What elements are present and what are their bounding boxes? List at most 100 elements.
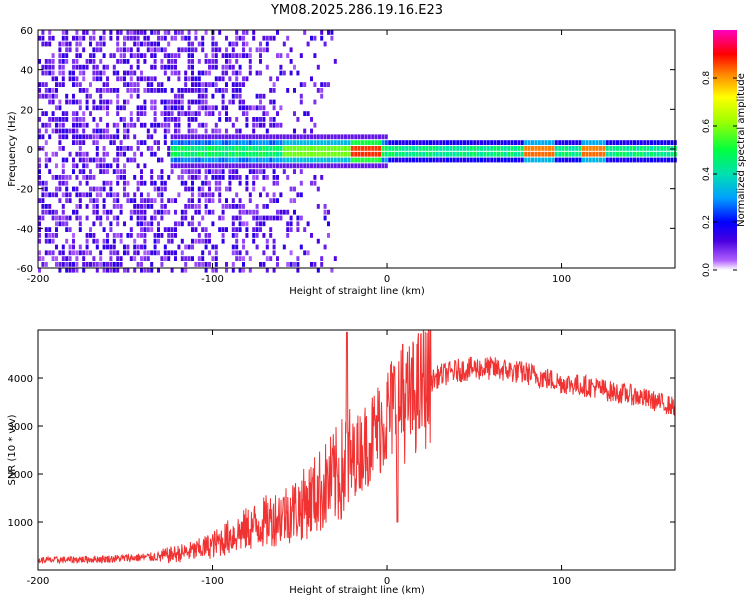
spectrogram-cell bbox=[92, 59, 96, 64]
spectrogram-cell bbox=[48, 117, 52, 122]
spectrogram-cell bbox=[85, 64, 89, 70]
spectrogram-cell bbox=[354, 157, 358, 163]
spectrogram-cell bbox=[68, 250, 72, 256]
spectrogram-cell bbox=[486, 140, 490, 145]
spectrogram-cell bbox=[61, 53, 65, 58]
spectrogram-cell bbox=[180, 140, 184, 145]
spectrogram-cell bbox=[82, 169, 86, 174]
spectrogram-cell bbox=[82, 262, 86, 267]
spectrogram-cell bbox=[126, 198, 130, 203]
spectrogram-cell bbox=[497, 140, 500, 145]
spectrogram-cell bbox=[228, 41, 232, 47]
spectrogram-cell bbox=[82, 128, 86, 134]
spectrogram-cell bbox=[85, 262, 89, 267]
spectrogram-cell bbox=[265, 256, 269, 261]
spectrogram-cell bbox=[140, 175, 143, 180]
spectrogram-cell bbox=[44, 82, 48, 87]
spectrogram-cell bbox=[531, 146, 534, 151]
spectrogram-cell bbox=[112, 134, 116, 140]
spectrogram-cell bbox=[72, 244, 75, 250]
spectrogram-cell bbox=[537, 157, 541, 163]
spectrogram-cell bbox=[160, 215, 164, 221]
spectrogram-cell bbox=[68, 198, 72, 203]
spectrogram-cell bbox=[354, 151, 358, 157]
spectrogram-cell bbox=[116, 215, 120, 221]
spectrogram-cell bbox=[187, 169, 191, 174]
spectrogram-cell bbox=[514, 151, 517, 157]
spectrogram-cell bbox=[228, 180, 232, 186]
spectrogram-cell bbox=[177, 134, 181, 140]
spectrogram-cell bbox=[633, 151, 636, 157]
spectrogram-cell bbox=[320, 256, 324, 261]
spectrogram-cell bbox=[163, 117, 167, 122]
spectrogram-cell bbox=[150, 198, 154, 203]
spectrogram-cell bbox=[330, 134, 334, 140]
spectrogram-cell bbox=[299, 215, 303, 221]
spectrogram-cell bbox=[38, 163, 41, 169]
spectrogram-cell bbox=[208, 134, 211, 140]
spectrogram-cell bbox=[143, 41, 147, 47]
spectrogram-cell bbox=[235, 169, 239, 174]
spectrogram-cell bbox=[456, 146, 460, 151]
spectrogram-cell bbox=[242, 146, 245, 151]
spectrogram-cell bbox=[194, 82, 198, 87]
spectrogram-cell bbox=[289, 140, 293, 145]
spectrogram-cell bbox=[133, 41, 137, 47]
spectrogram-cell bbox=[61, 250, 65, 256]
spectrogram-cell bbox=[102, 227, 106, 232]
spectrogram-cell bbox=[231, 140, 235, 145]
spectrogram-cell bbox=[61, 41, 65, 47]
spectrogram-cell bbox=[514, 140, 517, 145]
spectrogram-cell bbox=[112, 140, 116, 145]
spectrogram-cell bbox=[228, 76, 232, 82]
spectrogram-cell bbox=[112, 204, 116, 209]
spectrogram-cell bbox=[442, 151, 446, 157]
spectrogram-cell bbox=[170, 267, 174, 273]
spectrogram-cell bbox=[384, 140, 388, 145]
spectrogram-cell bbox=[296, 227, 300, 232]
spectrogram-cell bbox=[208, 151, 211, 157]
spectrogram-cell bbox=[65, 175, 69, 180]
spectrogram-cell bbox=[282, 169, 286, 174]
spectrogram-cell bbox=[211, 157, 215, 163]
spectrogram-cell bbox=[44, 180, 48, 186]
spectrogram-cell bbox=[204, 88, 208, 93]
spectrogram-cell bbox=[643, 157, 647, 163]
spectrogram-cell bbox=[588, 146, 592, 151]
spectrogram-cell bbox=[282, 163, 286, 169]
spectrogram-cell bbox=[174, 256, 177, 261]
spectrogram-cell bbox=[163, 134, 167, 140]
spectrogram-cell bbox=[180, 180, 184, 186]
spectrogram-cell bbox=[143, 35, 147, 41]
spectrogram-cell bbox=[361, 157, 364, 163]
spectrogram-cell bbox=[58, 267, 62, 273]
spectrogram-cell bbox=[347, 140, 351, 145]
spectrogram-cell bbox=[126, 47, 130, 53]
spectrogram-cell bbox=[466, 151, 470, 157]
spectrogram-cell bbox=[72, 163, 75, 169]
spectrogram-cell bbox=[140, 76, 143, 82]
spectrogram-cell bbox=[588, 157, 592, 163]
spectrogram-cell bbox=[354, 134, 358, 140]
spectrogram-cell bbox=[405, 151, 409, 157]
spectrogram-cell bbox=[211, 128, 215, 134]
spectrogram-cell bbox=[384, 163, 388, 169]
spectrogram-cell bbox=[622, 157, 626, 163]
spectrogram-cell bbox=[289, 215, 293, 221]
spectrogram-cell bbox=[65, 134, 69, 140]
spectrogram-cell bbox=[72, 157, 75, 163]
spectrogram-cell bbox=[184, 88, 188, 93]
spectrogram-cell bbox=[255, 215, 259, 221]
spectrogram-cell bbox=[483, 146, 487, 151]
spectrogram-cell bbox=[425, 157, 429, 163]
spectrogram-cell bbox=[510, 151, 514, 157]
spectrogram-cell bbox=[123, 221, 126, 227]
spectrogram-cell bbox=[214, 128, 218, 134]
spectrogram-cell bbox=[211, 192, 215, 198]
spectrogram-cell bbox=[75, 250, 79, 256]
spectrogram-cell bbox=[282, 134, 286, 140]
spectrogram-cell bbox=[82, 250, 86, 256]
spectrogram-cell bbox=[167, 198, 171, 203]
spectrogram-cell bbox=[446, 140, 449, 145]
spectrogram-cell bbox=[214, 140, 218, 145]
